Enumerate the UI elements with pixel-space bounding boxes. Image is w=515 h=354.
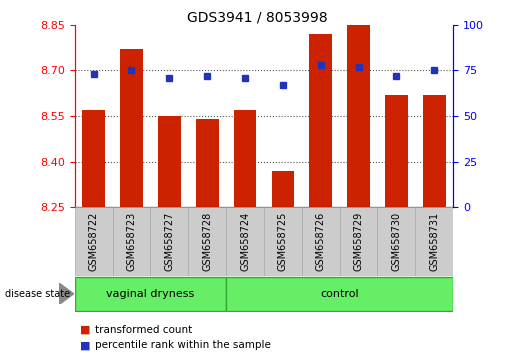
Text: ■: ■ — [80, 325, 90, 335]
Bar — [75, 207, 112, 276]
Text: GSM658725: GSM658725 — [278, 212, 288, 271]
Bar — [82, 110, 105, 207]
Text: vaginal dryness: vaginal dryness — [106, 289, 195, 299]
Bar — [150, 207, 188, 276]
Bar — [120, 49, 143, 207]
Text: GSM658727: GSM658727 — [164, 212, 174, 271]
Bar — [347, 25, 370, 207]
Bar — [423, 95, 445, 207]
Text: ■: ■ — [80, 340, 90, 350]
Bar — [226, 277, 453, 311]
Bar — [340, 207, 377, 276]
Bar — [234, 110, 256, 207]
Bar — [112, 207, 150, 276]
Text: percentile rank within the sample: percentile rank within the sample — [95, 340, 271, 350]
Bar — [415, 207, 453, 276]
Text: GSM658723: GSM658723 — [127, 212, 136, 271]
Text: GSM658722: GSM658722 — [89, 212, 98, 271]
Bar — [264, 207, 302, 276]
Bar — [271, 171, 294, 207]
Text: GSM658730: GSM658730 — [391, 212, 401, 271]
Text: GSM658729: GSM658729 — [354, 212, 364, 271]
Text: transformed count: transformed count — [95, 325, 193, 335]
Bar — [302, 207, 340, 276]
Bar — [158, 116, 181, 207]
Bar — [196, 119, 218, 207]
Text: GSM658728: GSM658728 — [202, 212, 212, 271]
Bar — [310, 34, 332, 207]
Text: GSM658726: GSM658726 — [316, 212, 325, 271]
Bar — [377, 207, 415, 276]
Text: GSM658724: GSM658724 — [240, 212, 250, 271]
Text: disease state: disease state — [5, 289, 70, 299]
Bar — [75, 277, 226, 311]
Text: GDS3941 / 8053998: GDS3941 / 8053998 — [187, 11, 328, 25]
Polygon shape — [59, 283, 74, 304]
Bar — [188, 207, 226, 276]
Text: control: control — [320, 289, 359, 299]
Bar — [226, 207, 264, 276]
Text: GSM658731: GSM658731 — [430, 212, 439, 271]
Bar — [385, 95, 408, 207]
